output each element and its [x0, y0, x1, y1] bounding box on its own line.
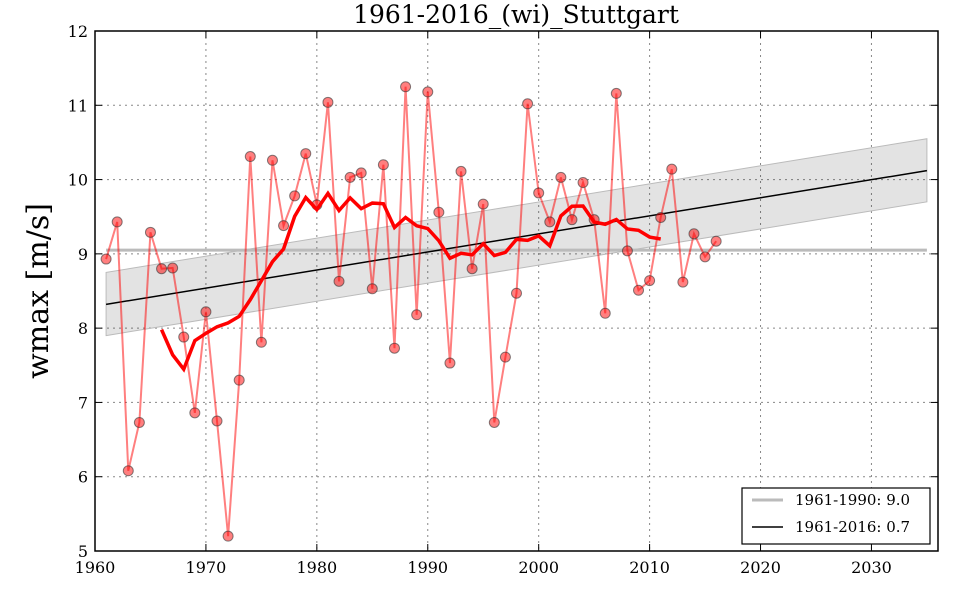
- data-point: [388, 342, 400, 354]
- x-tick-label: 1980: [296, 558, 337, 577]
- data-point: [289, 190, 301, 202]
- data-point: [122, 465, 134, 477]
- data-point: [621, 245, 633, 257]
- data-point: [511, 287, 522, 299]
- x-tick-label: 2010: [629, 558, 670, 577]
- series-line: [105, 86, 717, 537]
- data-point: [100, 253, 112, 265]
- data-point: [156, 263, 168, 275]
- chart-title: 1961-2016_(wi)_Stuttgart: [353, 0, 679, 29]
- y-tick-label: 8: [78, 319, 88, 338]
- data-point: [111, 216, 123, 228]
- data-point: [533, 187, 545, 199]
- x-tick-label: 2020: [740, 558, 781, 577]
- data-point: [366, 283, 378, 295]
- data-point: [244, 151, 256, 163]
- x-tick-label: 2030: [851, 558, 892, 577]
- data-point: [544, 216, 556, 228]
- data-point: [555, 171, 567, 183]
- trend-line: [105, 169, 928, 306]
- data-point: [433, 206, 445, 218]
- data-point: [455, 165, 467, 177]
- y-tick-label: 11: [68, 96, 88, 115]
- x-tick-label: 2000: [518, 558, 559, 577]
- data-point: [444, 357, 456, 369]
- data-point: [577, 177, 589, 189]
- data-point: [466, 263, 478, 275]
- data-point: [189, 407, 201, 419]
- data-point: [499, 351, 511, 363]
- data-point: [633, 284, 645, 296]
- y-tick-label: 10: [68, 171, 88, 190]
- axis-ticks: 1960 1970 1980 1990 2000 2010 2020 2030 5 6 7 8 9 10 1…: [68, 22, 938, 577]
- moving-average-line: [159, 190, 662, 373]
- data-point: [488, 416, 500, 428]
- data-point: [411, 309, 423, 321]
- y-axis-label: wmax [m/s]: [21, 203, 56, 379]
- data-point: [144, 226, 156, 238]
- y-tick-label: 9: [78, 245, 88, 264]
- x-tick-label: 1970: [186, 558, 227, 577]
- x-tick-label: 1960: [75, 558, 116, 577]
- data-point: [644, 275, 656, 287]
- x-tick-label: 1990: [407, 558, 448, 577]
- data-point: [477, 198, 489, 210]
- data-point: [233, 374, 245, 386]
- data-point: [222, 530, 234, 542]
- data-point: [300, 148, 312, 160]
- data-point: [355, 167, 367, 179]
- legend-ref-label: 1961-1990: 9.0: [795, 491, 910, 509]
- data-point: [610, 87, 622, 99]
- y-tick-label: 6: [78, 468, 88, 487]
- data-point: [566, 214, 578, 226]
- data-series: [100, 81, 722, 542]
- data-point: [200, 306, 212, 318]
- grid: [95, 31, 938, 551]
- data-point: [167, 262, 179, 274]
- y-tick-label: 5: [78, 542, 88, 561]
- data-point: [599, 307, 611, 319]
- y-tick-label: 7: [78, 393, 88, 412]
- legend-trend-label: 1961-2016: 0.7: [795, 518, 910, 536]
- data-point: [377, 159, 389, 171]
- data-point: [522, 98, 534, 110]
- moving-average: [159, 190, 662, 373]
- plot-frame: [94, 30, 939, 552]
- trend: [105, 169, 928, 306]
- data-point: [666, 163, 678, 175]
- data-point: [133, 416, 145, 428]
- legend: 1961-1990: 9.0 1961-2016: 0.7: [741, 487, 931, 545]
- data-point: [322, 96, 334, 108]
- y-tick-label: 12: [68, 22, 88, 41]
- data-point: [677, 276, 689, 288]
- data-point: [266, 154, 278, 166]
- data-point: [278, 220, 290, 232]
- data-point: [699, 251, 711, 263]
- data-point: [344, 171, 356, 183]
- data-point: [422, 86, 434, 98]
- data-point: [255, 336, 267, 348]
- data-point: [688, 228, 700, 240]
- data-point: [211, 415, 223, 427]
- data-point: [178, 331, 190, 343]
- data-point: [655, 211, 667, 223]
- data-point: [333, 275, 345, 287]
- data-point: [400, 81, 412, 93]
- data-point: [710, 235, 722, 247]
